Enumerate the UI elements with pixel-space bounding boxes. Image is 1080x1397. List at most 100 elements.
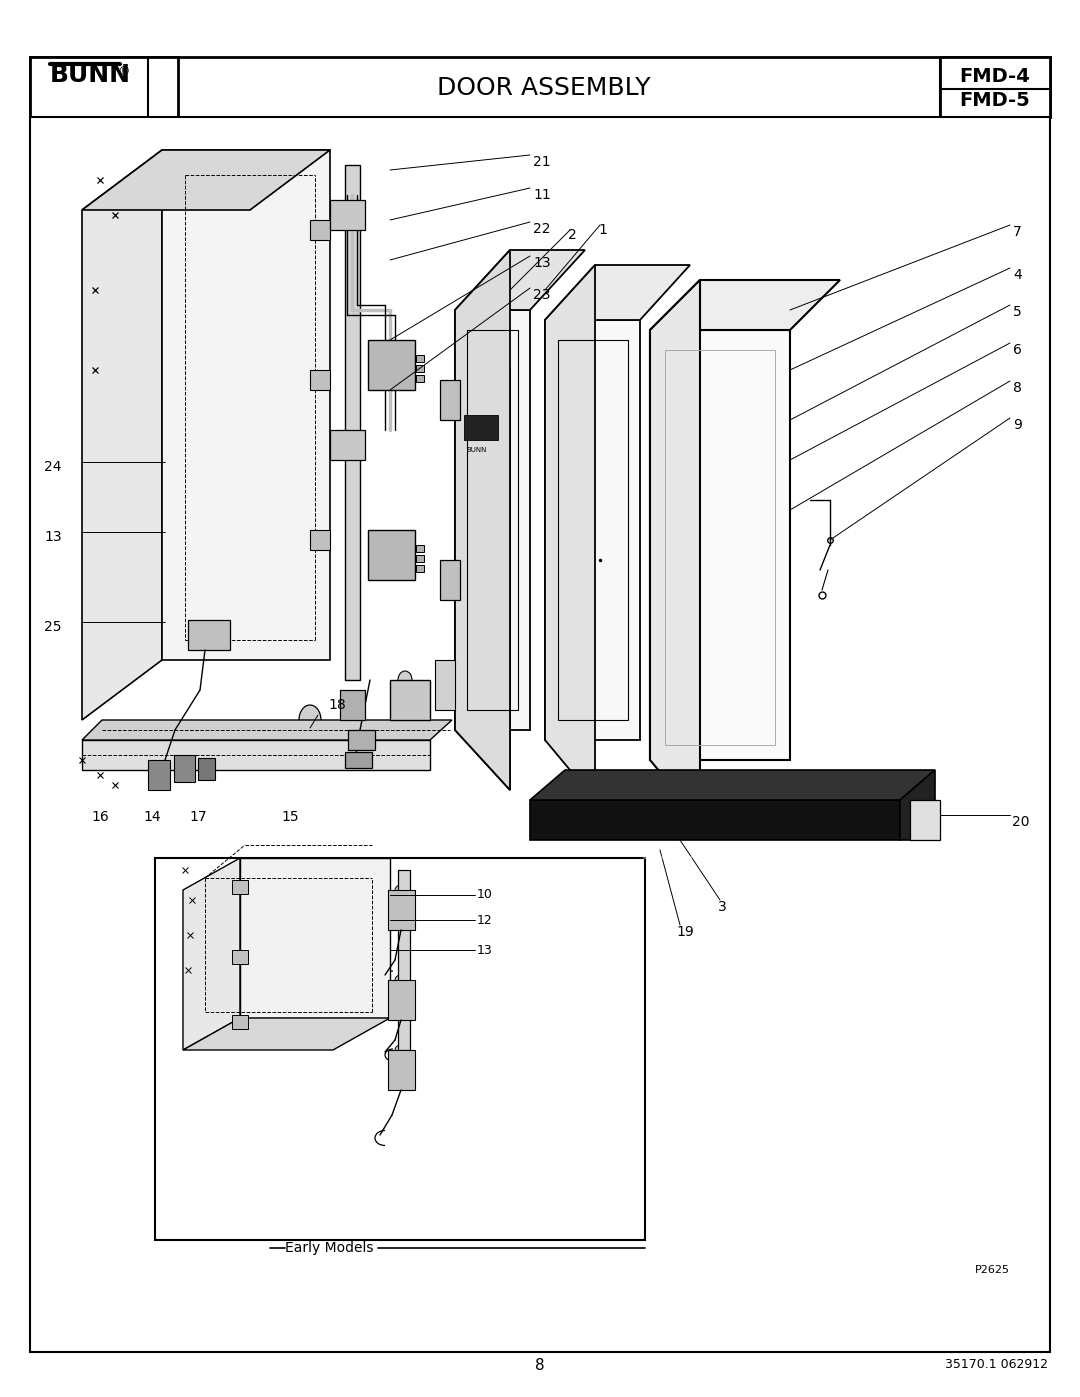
Text: BUNN: BUNN xyxy=(465,447,486,453)
Bar xyxy=(605,807,650,833)
Polygon shape xyxy=(650,279,840,330)
Text: 24: 24 xyxy=(44,460,62,474)
Polygon shape xyxy=(368,529,415,580)
Text: 23: 23 xyxy=(534,288,551,302)
Polygon shape xyxy=(530,800,900,840)
Polygon shape xyxy=(900,770,935,840)
Polygon shape xyxy=(435,659,455,710)
Polygon shape xyxy=(310,219,330,240)
Text: 10: 10 xyxy=(477,888,492,901)
Text: 13: 13 xyxy=(534,256,551,270)
Polygon shape xyxy=(183,1018,390,1051)
Ellipse shape xyxy=(395,975,407,985)
Ellipse shape xyxy=(445,563,455,577)
Ellipse shape xyxy=(299,754,321,766)
Polygon shape xyxy=(530,770,935,800)
Polygon shape xyxy=(232,950,248,964)
Polygon shape xyxy=(390,680,430,719)
Text: 8: 8 xyxy=(1013,381,1022,395)
Polygon shape xyxy=(545,265,690,320)
Bar xyxy=(545,807,590,833)
Polygon shape xyxy=(82,149,330,210)
Text: 13: 13 xyxy=(44,529,62,543)
Text: P2625: P2625 xyxy=(975,1266,1010,1275)
Polygon shape xyxy=(650,330,789,760)
Text: 3: 3 xyxy=(718,900,727,914)
Text: 13: 13 xyxy=(477,943,492,957)
Polygon shape xyxy=(910,800,940,840)
Bar xyxy=(156,858,645,1241)
Text: Early Models: Early Models xyxy=(285,1241,374,1255)
Text: 18: 18 xyxy=(328,698,346,712)
Polygon shape xyxy=(345,752,372,768)
Polygon shape xyxy=(345,165,360,680)
Polygon shape xyxy=(198,759,215,780)
Bar xyxy=(725,807,770,833)
Polygon shape xyxy=(545,265,595,800)
Polygon shape xyxy=(348,731,375,750)
Polygon shape xyxy=(545,320,640,740)
Polygon shape xyxy=(368,339,415,390)
Polygon shape xyxy=(188,620,230,650)
Polygon shape xyxy=(82,740,430,770)
Polygon shape xyxy=(455,250,510,789)
Bar xyxy=(940,57,1050,117)
Text: 11: 11 xyxy=(534,189,551,203)
Bar xyxy=(416,555,424,562)
Polygon shape xyxy=(148,760,170,789)
Polygon shape xyxy=(388,890,415,930)
Polygon shape xyxy=(650,279,700,820)
Bar xyxy=(665,807,710,833)
Polygon shape xyxy=(464,415,498,440)
Polygon shape xyxy=(174,754,195,782)
Text: BUNN: BUNN xyxy=(50,63,131,87)
Text: 22: 22 xyxy=(534,222,551,236)
Text: 17: 17 xyxy=(189,810,206,824)
Polygon shape xyxy=(310,370,330,390)
Ellipse shape xyxy=(395,1045,407,1055)
Polygon shape xyxy=(455,310,510,789)
Text: 21: 21 xyxy=(534,155,551,169)
Bar xyxy=(416,545,424,552)
Polygon shape xyxy=(388,981,415,1020)
Ellipse shape xyxy=(395,886,407,895)
Bar xyxy=(30,57,178,117)
Text: 25: 25 xyxy=(44,620,62,634)
Bar xyxy=(416,355,424,362)
Bar xyxy=(785,807,831,833)
Polygon shape xyxy=(388,1051,415,1090)
Polygon shape xyxy=(440,380,460,420)
Text: 35170.1 062912: 35170.1 062912 xyxy=(945,1358,1048,1372)
Text: DOOR ASSEMBLY: DOOR ASSEMBLY xyxy=(437,75,651,101)
Text: 12: 12 xyxy=(477,914,492,926)
Polygon shape xyxy=(310,529,330,550)
Text: FMD-5: FMD-5 xyxy=(960,91,1030,110)
Text: 7: 7 xyxy=(1013,225,1022,239)
Polygon shape xyxy=(183,858,240,1051)
Polygon shape xyxy=(455,310,530,731)
Polygon shape xyxy=(455,250,585,310)
Text: 6: 6 xyxy=(1013,344,1022,358)
Text: 14: 14 xyxy=(144,810,161,824)
Text: 19: 19 xyxy=(676,925,693,939)
Polygon shape xyxy=(82,149,162,719)
Bar xyxy=(30,117,1050,1352)
Ellipse shape xyxy=(445,383,455,397)
Text: ®: ® xyxy=(117,66,130,78)
Text: WARNING: FOR USE WITH 200-240V, TYPE NSF LISTED, BUNN-O-MATIC: WARNING: FOR USE WITH 200-240V, TYPE NSF… xyxy=(643,856,787,861)
Polygon shape xyxy=(330,200,365,231)
Text: 5: 5 xyxy=(1013,305,1022,319)
Text: 15: 15 xyxy=(281,810,299,824)
Text: 2: 2 xyxy=(568,228,577,242)
Polygon shape xyxy=(162,149,330,659)
Bar xyxy=(416,374,424,381)
Text: 16: 16 xyxy=(91,810,109,824)
Text: 1: 1 xyxy=(598,224,607,237)
Polygon shape xyxy=(240,858,390,1018)
Polygon shape xyxy=(399,870,410,1051)
Polygon shape xyxy=(440,560,460,599)
Ellipse shape xyxy=(299,705,321,735)
Bar xyxy=(416,564,424,571)
Text: 4: 4 xyxy=(1013,268,1022,282)
Ellipse shape xyxy=(399,671,411,689)
